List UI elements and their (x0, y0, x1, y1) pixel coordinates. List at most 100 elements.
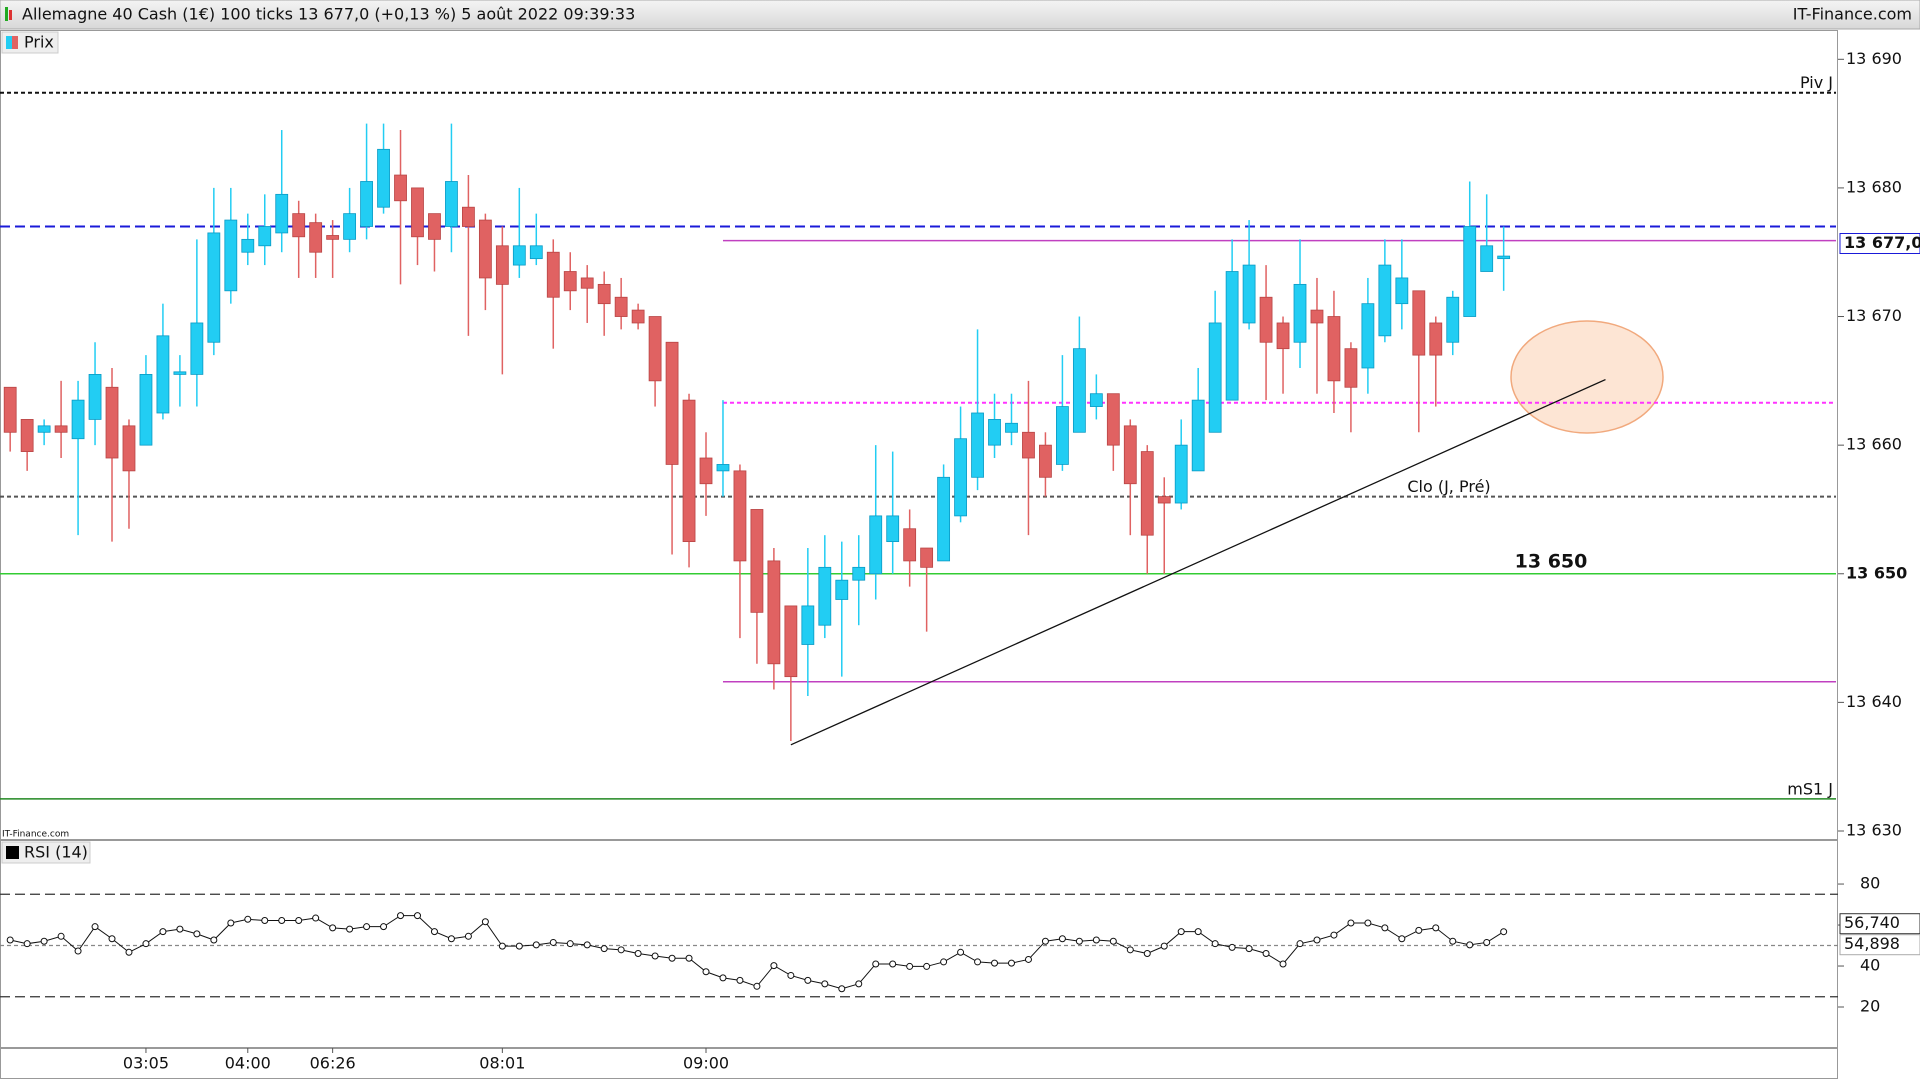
title-icon (9, 10, 12, 20)
rsi-point (1024, 955, 1032, 963)
rsi-point (1381, 924, 1389, 932)
x-tick-label: 08:01 (479, 1054, 525, 1073)
rsi-point (940, 958, 948, 966)
rsi-point (1177, 928, 1185, 936)
candle-body (1174, 444, 1188, 504)
rsi-point (1466, 941, 1474, 949)
candle-body (360, 181, 373, 227)
candle-body (1463, 226, 1477, 317)
candle-body (1157, 496, 1171, 504)
candle-body (869, 515, 883, 575)
candle-body (512, 245, 526, 266)
rsi-point (108, 935, 116, 943)
rsi-point (600, 945, 608, 953)
rsi-point (346, 925, 354, 933)
rsi-point (1483, 938, 1491, 946)
candle-body (478, 219, 492, 279)
candle-body (1140, 451, 1154, 536)
rsi-point (1194, 928, 1202, 936)
candle-body (1310, 309, 1324, 324)
rsi-point (1245, 945, 1253, 953)
source: IT-Finance.com (1793, 5, 1912, 24)
candle-body (699, 457, 713, 485)
y-tick-label: 13 630 (1846, 820, 1902, 839)
rsi-point (363, 923, 371, 931)
chart-title: Allemagne 40 Cash (1€) 100 ticks 13 677,… (22, 5, 635, 24)
rsi-point (23, 940, 31, 948)
level-label: Clo (J, Pré) (1407, 477, 1490, 496)
rsi-point (532, 941, 540, 949)
candle-body (580, 277, 594, 289)
trendline (790, 378, 1606, 746)
candle-body (665, 341, 679, 465)
last-price-label: 13 677,0 (1844, 233, 1920, 252)
candle-body (937, 476, 951, 562)
rsi-tick-label: 40 (1860, 956, 1880, 975)
rsi-point (1432, 924, 1440, 932)
rsi-point (804, 976, 812, 984)
candle-body (207, 232, 221, 343)
candle-body (1259, 296, 1273, 343)
rsi-point (1126, 946, 1134, 954)
rsi-point (312, 914, 320, 922)
rsi-point (906, 962, 914, 970)
rsi-point (1347, 919, 1355, 927)
y-tick-label: 13 670 (1846, 306, 1902, 325)
indicator-legend-icon (6, 846, 19, 859)
legend-label: Prix (24, 33, 54, 52)
y-tick-label: 13 640 (1846, 692, 1902, 711)
candle-body (971, 412, 984, 478)
rsi-point (193, 930, 201, 938)
rsi-point (1092, 936, 1100, 944)
rsi-point (1449, 937, 1457, 945)
candle-body (648, 316, 662, 382)
rsi-average-label: 54,898 (1844, 934, 1900, 953)
candle-body (105, 386, 119, 459)
highlight-ellipse (1510, 320, 1664, 434)
rsi-point (1262, 950, 1270, 958)
rsi-point (125, 948, 133, 956)
rsi-point (617, 946, 625, 954)
rsi-point (1296, 940, 1304, 948)
rsi-point (736, 976, 744, 984)
rsi-point (719, 974, 727, 982)
candle-body (818, 566, 832, 626)
rsi-point (159, 928, 167, 936)
rsi-point (515, 942, 523, 950)
rsi-point (74, 947, 82, 955)
legend-icon (12, 36, 18, 49)
candle-body (428, 213, 441, 240)
rsi-point (1279, 960, 1287, 968)
rsi-point (566, 940, 574, 948)
rsi-point (176, 925, 184, 933)
candle-body (1039, 444, 1052, 478)
candle-body (275, 193, 289, 234)
candle-body (920, 547, 934, 568)
rsi-point (295, 917, 303, 925)
candle-body (88, 374, 102, 420)
candle-body (1395, 277, 1409, 305)
rsi-point (1109, 937, 1117, 945)
candle-body (173, 371, 187, 375)
rsi-point (1228, 943, 1236, 951)
rsi-point (210, 936, 218, 944)
rsi-point (498, 942, 506, 950)
candle-body (1242, 264, 1256, 324)
rsi-point (329, 924, 337, 932)
candle-body (750, 509, 764, 613)
rsi-point (1330, 931, 1338, 939)
title-bar (0, 0, 1920, 30)
rsi-point (142, 940, 150, 948)
candle-body (1005, 422, 1018, 433)
rsi-point (380, 923, 388, 931)
rsi-point (923, 962, 931, 970)
candle-body (835, 579, 849, 600)
candle-body (258, 226, 272, 247)
x-tick-label: 03:05 (123, 1054, 169, 1073)
candle-body (54, 425, 68, 433)
candle-body (597, 283, 611, 305)
rsi-point (244, 915, 252, 923)
candle-body (156, 335, 170, 414)
rsi-point (40, 937, 48, 945)
